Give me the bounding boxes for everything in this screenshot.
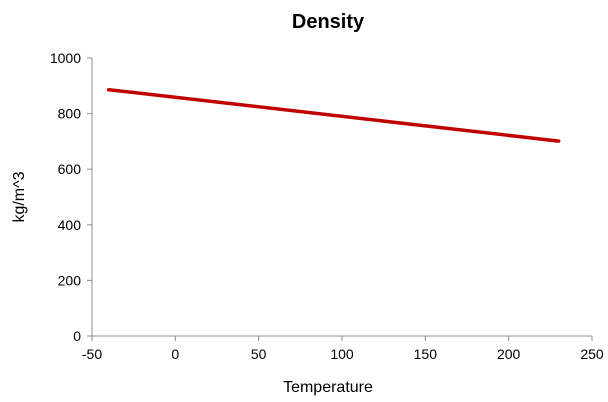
chart-title: Density [292, 11, 365, 33]
x-axis-label: Temperature [283, 379, 373, 396]
series-line-0 [106, 87, 561, 143]
y-tick-label: 400 [58, 217, 82, 233]
x-tick-label: 250 [580, 346, 604, 362]
y-tick-label: 800 [58, 106, 82, 122]
x-tick-label: 0 [171, 346, 179, 362]
y-axis-label: kg/m^3 [11, 171, 28, 222]
y-tick-label: 600 [58, 161, 82, 177]
y-tick-label: 0 [73, 328, 81, 344]
y-tick-label: 200 [58, 272, 82, 288]
x-tick-label: -50 [82, 346, 102, 362]
x-tick-label: 50 [251, 346, 267, 362]
x-tick-label: 100 [330, 346, 354, 362]
x-tick-label: 200 [497, 346, 521, 362]
x-tick-label: 150 [414, 346, 438, 362]
y-tick-label: 1000 [50, 50, 81, 66]
